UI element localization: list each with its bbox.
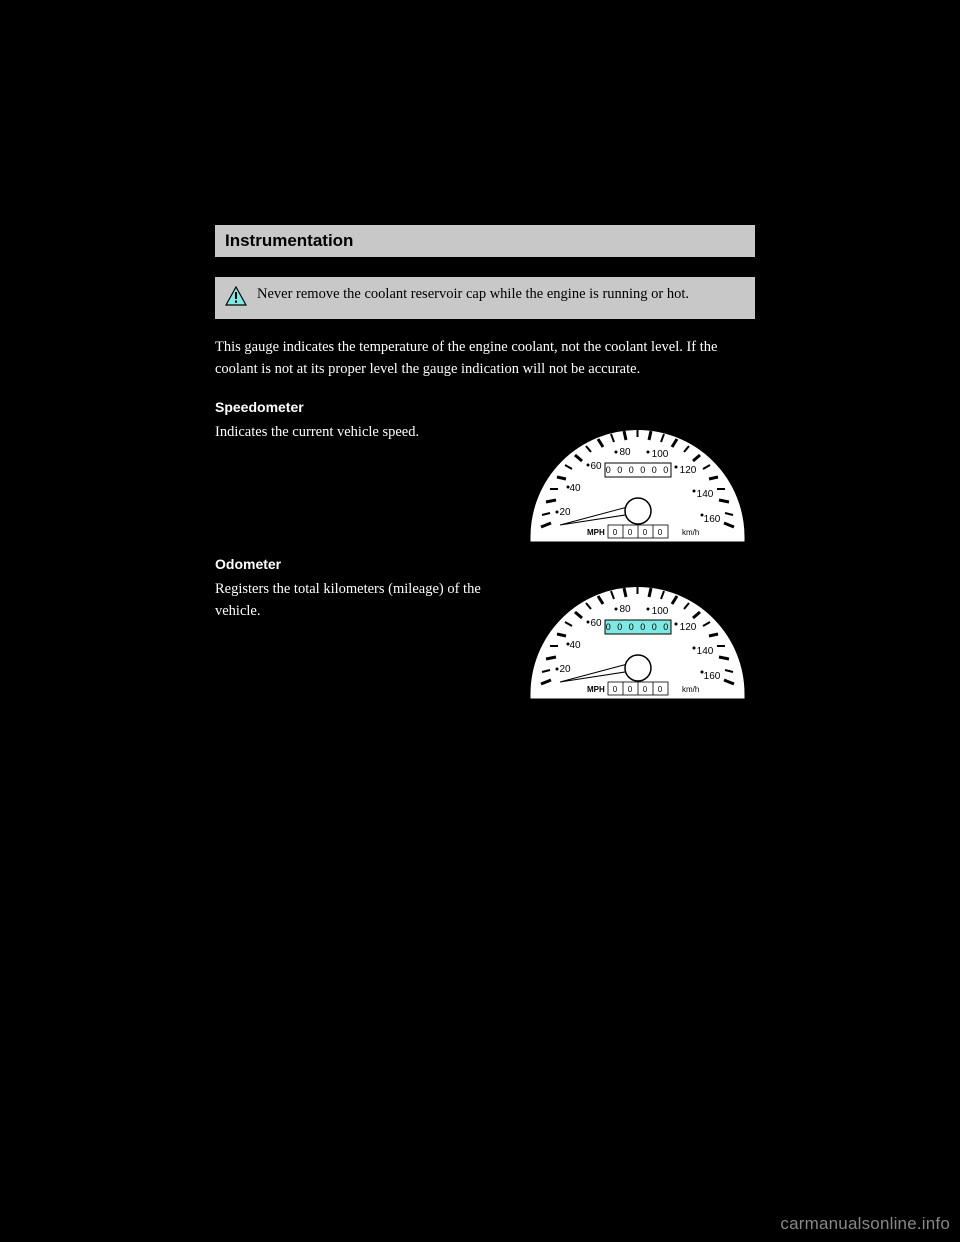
svg-text:80: 80 xyxy=(619,447,631,458)
svg-text:100: 100 xyxy=(652,449,669,460)
section-title: Instrumentation xyxy=(225,231,353,250)
speedometer-gauge-2: 20 40 60 80 100 120 140 160 xyxy=(520,554,755,712)
svg-text:0: 0 xyxy=(658,528,663,537)
watermark: carmanualsonline.info xyxy=(780,1214,950,1234)
odometer-readout-1: 0 0 0 0 0 0 xyxy=(606,465,671,475)
svg-text:140: 140 xyxy=(697,646,714,657)
speedometer-text: Indicates the current vehicle speed. xyxy=(215,422,500,444)
svg-text:60: 60 xyxy=(590,461,602,472)
speedometer-heading: Speedometer xyxy=(215,397,500,418)
manual-page: Instrumentation Never remove the coolant… xyxy=(215,225,755,712)
svg-text:0: 0 xyxy=(613,528,618,537)
svg-text:20: 20 xyxy=(559,507,571,518)
coolant-paragraph: This gauge indicates the temperature of … xyxy=(215,337,755,381)
speedometer-gauge-1: 20 40 60 80 100 120 140 160 xyxy=(520,397,755,555)
svg-text:40: 40 xyxy=(569,483,581,494)
odometer-readout-2: 0 0 0 0 0 0 xyxy=(606,622,671,632)
body-section: This gauge indicates the temperature of … xyxy=(215,337,755,712)
svg-text:140: 140 xyxy=(697,489,714,500)
section-header: Instrumentation xyxy=(215,225,755,257)
svg-text:0: 0 xyxy=(628,528,633,537)
svg-text:0: 0 xyxy=(643,528,648,537)
svg-text:MPH: MPH xyxy=(587,685,605,694)
svg-text:60: 60 xyxy=(590,618,602,629)
warning-box: Never remove the coolant reservoir cap w… xyxy=(215,277,755,319)
svg-text:160: 160 xyxy=(704,514,721,525)
svg-text:20: 20 xyxy=(559,664,571,675)
odometer-block: Odometer Registers the total kilometers … xyxy=(215,554,755,712)
warning-text: Never remove the coolant reservoir cap w… xyxy=(257,285,689,305)
svg-text:0: 0 xyxy=(613,685,618,694)
svg-text:160: 160 xyxy=(704,671,721,682)
warning-icon xyxy=(225,286,247,311)
odometer-text: Registers the total kilometers (mileage)… xyxy=(215,579,500,623)
odometer-heading: Odometer xyxy=(215,554,500,575)
svg-text:0: 0 xyxy=(643,685,648,694)
svg-text:km/h: km/h xyxy=(682,685,699,694)
svg-text:120: 120 xyxy=(680,465,697,476)
svg-text:MPH: MPH xyxy=(587,528,605,537)
svg-text:40: 40 xyxy=(569,640,581,651)
speedometer-block: Speedometer Indicates the current vehicl… xyxy=(215,397,755,555)
svg-text:80: 80 xyxy=(619,604,631,615)
svg-text:0: 0 xyxy=(658,685,663,694)
svg-text:120: 120 xyxy=(680,622,697,633)
svg-text:0: 0 xyxy=(628,685,633,694)
svg-text:100: 100 xyxy=(652,606,669,617)
svg-text:km/h: km/h xyxy=(682,528,699,537)
